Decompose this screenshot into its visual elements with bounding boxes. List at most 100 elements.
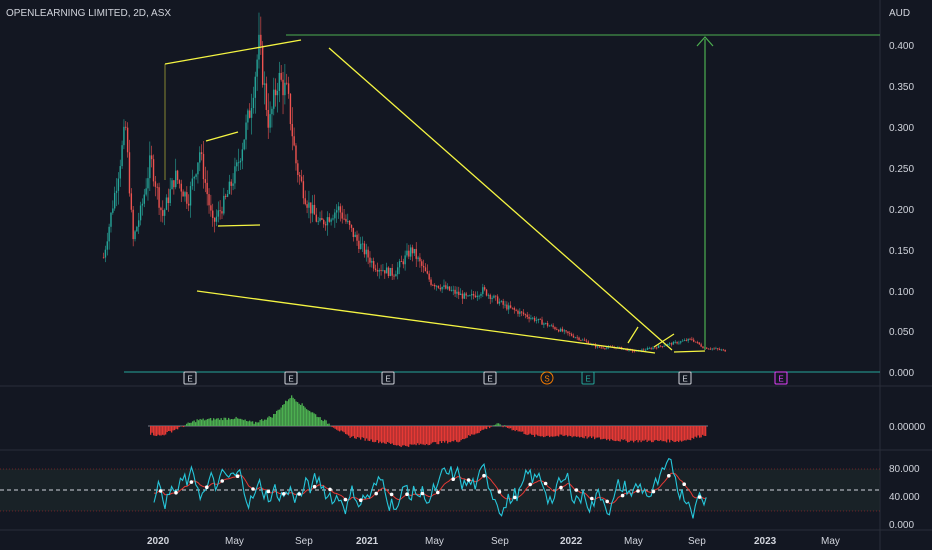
event-marker[interactable]: E [183,371,197,385]
osc-bar [544,426,546,437]
svg-text:E: E [487,375,492,384]
osc-bar [157,426,159,435]
osc-bar [417,426,419,444]
osc-bar [327,423,329,426]
rsi-ma-line [153,472,707,504]
flag-top[interactable] [205,131,239,142]
wedge-upper-left[interactable] [164,39,302,65]
wedge-upper-right[interactable] [328,47,673,351]
candle-body [528,316,530,319]
osc-bar [603,426,605,439]
osc-bar [558,426,560,437]
candle-body [243,139,245,150]
candle-body [406,250,408,256]
osc-bar [295,401,297,426]
osc-bar [666,426,668,443]
event-marker[interactable]: E [381,371,395,385]
osc-bar [271,417,273,426]
candle-body [402,261,404,265]
time-tick: Sep [491,536,509,547]
osc-bar [550,426,552,437]
osc-bar [159,426,161,436]
event-marker[interactable]: E [581,371,595,385]
candle-body [511,307,514,309]
candle-body [485,289,488,296]
candle-body [387,267,390,277]
osc-bar [205,419,207,426]
osc-bar [385,426,387,444]
candle-body [478,295,480,297]
osc-bar [684,426,686,441]
candle-body [685,340,688,341]
osc-bar [405,426,407,446]
pattern-drawings[interactable] [164,39,706,354]
osc-bar [280,407,282,426]
candle-body [713,348,715,350]
osc-bar [225,417,227,426]
osc-bar [660,426,662,441]
osc-bar [525,426,527,435]
small-flag-base[interactable] [673,350,706,353]
osc-bar [304,407,306,426]
wedge-lower[interactable] [196,290,656,354]
candle-body [308,202,310,208]
osc-bar [669,426,671,443]
osc-tick: 0.00000 [889,422,926,433]
osc-bar [460,426,462,441]
candle-body [533,317,536,321]
osc-bar [646,426,648,442]
event-marker[interactable]: E [483,371,497,385]
osc-bar [319,417,321,426]
flag-bottom[interactable] [217,224,261,227]
candle-body [537,318,540,321]
event-marker[interactable]: E [774,371,788,385]
candle-body [676,341,678,344]
osc-bar [705,426,707,436]
osc-bar [630,426,632,441]
osc-bar [400,426,402,448]
small-flag-left[interactable] [627,326,639,344]
event-marker[interactable]: E [678,371,692,385]
candle-body [519,311,521,314]
candle-body [443,285,445,287]
price-tick: 0.150 [889,246,914,257]
osc-bar [163,426,165,436]
osc-bar [165,426,167,435]
osc-bar [523,426,525,435]
osc-bar [595,426,597,438]
osc-bar [588,426,590,438]
event-marker[interactable]: S [540,371,554,385]
osc-bar [252,421,254,426]
time-tick: Sep [688,536,706,547]
candle-body [165,197,168,210]
candle-body [633,351,636,353]
osc-bar [667,426,669,440]
candle-body [426,271,429,274]
candle-body [115,190,118,193]
candle-body [348,221,351,225]
candle-body [363,243,366,255]
osc-bar [700,426,702,438]
osc-bar [694,426,696,437]
osc-bar [475,426,477,434]
target-projection[interactable] [286,34,880,350]
osc-bar [246,421,248,426]
candle-body [250,108,253,118]
osc-bar [231,419,233,426]
candle-body [541,319,543,325]
osc-bar [390,426,392,444]
event-marker[interactable]: E [284,371,298,385]
osc-bar [316,416,318,426]
price-tick: 0.300 [889,123,914,134]
time-tick: May [425,536,444,547]
osc-bar [444,426,446,443]
osc-bar [207,419,209,426]
small-flag-mid[interactable] [653,333,675,348]
candle-body [132,209,134,240]
osc-bar [388,426,390,443]
osc-bar [183,426,185,428]
candle-body [711,348,713,350]
candle-body [458,291,460,296]
osc-bar [463,426,465,440]
